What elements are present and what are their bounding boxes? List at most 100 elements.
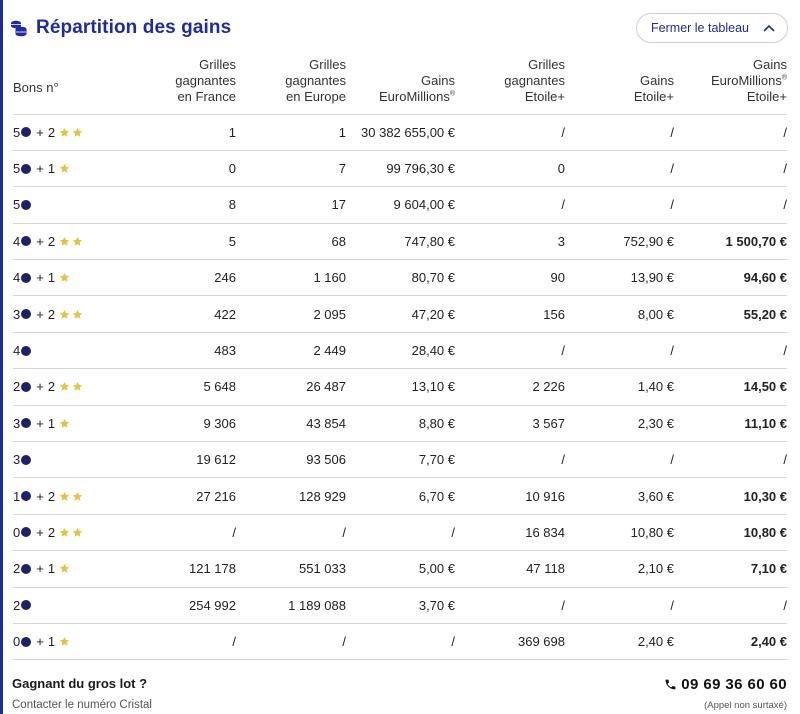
star-icon	[59, 127, 70, 138]
cell-gains-euromillions-etoile: 1 500,70 €	[725, 233, 787, 249]
stars-count: 1	[47, 270, 56, 286]
ball-icon	[21, 345, 32, 356]
stars-count: 1	[47, 561, 56, 577]
table-row: 2 +2 5 648 26 487 13,10 €2 226 1,40 €14,50 €	[13, 369, 787, 406]
combo-cell: 1 +2	[13, 478, 139, 514]
table-row: 2 254 992 1 189 088 3,70 € / / /	[13, 587, 787, 624]
cell-grilles-europe: 1 160	[313, 270, 346, 286]
cell-grilles-france: 0	[228, 161, 236, 177]
stars-count: 2	[47, 488, 56, 504]
stars-count: 1	[47, 161, 56, 177]
combo: 5 +1	[13, 161, 70, 176]
plus-sign: +	[36, 415, 44, 431]
cell-grilles-france: 5 648	[203, 379, 236, 395]
cell-gains-euromillions-etoile: /	[783, 124, 787, 140]
cell-gains-euromillions: 8,80 €	[418, 415, 455, 431]
ball-icon	[21, 381, 32, 392]
cell-grilles-france: /	[232, 634, 236, 650]
plus-sign: +	[36, 561, 44, 577]
combo-cell: 3 +1	[13, 405, 139, 441]
cell-grilles-france: 254 992	[189, 597, 236, 613]
phone-number-link[interactable]: 09 69 36 60 60	[664, 676, 787, 693]
cell-grilles-etoile: 16 834	[525, 524, 565, 540]
ball-icon	[21, 527, 32, 538]
ball-icon	[21, 272, 32, 283]
cell-gains-euromillions-etoile: /	[783, 161, 787, 177]
phone-block: 09 69 36 60 60 (Appel non surtaxé)	[664, 676, 787, 711]
combo: 5 +2	[13, 125, 83, 140]
cell-gains-euromillions-etoile: 2,40 €	[750, 634, 787, 650]
plus-sign: +	[36, 124, 44, 140]
cell-grilles-france: /	[232, 524, 236, 540]
balls-count: 4	[13, 270, 21, 286]
table-row: 3 +1 9 306 43 854 8,80 € 3 567 2,30 € 11,10 €	[13, 405, 787, 442]
cell-grilles-europe: /	[342, 634, 346, 650]
combo-cell: 3 +2	[13, 296, 139, 332]
combo: 2 +2	[13, 379, 83, 394]
cell-gains-euromillions-etoile: /	[783, 343, 787, 359]
combo: 0 +1	[13, 634, 70, 649]
cell-gains-etoile: /	[670, 161, 674, 177]
table-header-row: Bons n° Grilles gagnantes en France Grille…	[13, 54, 787, 114]
star-icon	[59, 236, 70, 247]
cell-gains-euromillions: 13,10 €	[411, 379, 455, 395]
ball-icon	[21, 491, 32, 502]
star-icon	[72, 527, 83, 538]
cell-gains-euromillions-etoile: /	[783, 197, 787, 213]
combo-cell: 2 +2	[13, 369, 139, 405]
cell-grilles-europe: 1	[338, 124, 346, 140]
combo: 2 +1	[13, 561, 70, 576]
close-table-label: Fermer le tableau	[651, 21, 749, 35]
combo: 3	[13, 452, 34, 467]
table-row: 4 +1 246 1 160 80,70 € 90 13,90 € 94,60 €	[13, 260, 787, 296]
cell-grilles-france: 246	[214, 270, 236, 286]
cell-gains-euromillions-etoile: /	[783, 597, 787, 613]
balls-count: 3	[13, 452, 21, 468]
combo: 2	[13, 598, 34, 613]
cell-gains-etoile: 2,10 €	[637, 561, 674, 577]
plus-sign: +	[36, 270, 44, 286]
column-header-gains-etoile: Gains Etoile+	[633, 72, 674, 104]
ball-icon	[21, 600, 32, 611]
cell-grilles-france: 483	[214, 343, 236, 359]
cell-gains-euromillions: 3,70 €	[418, 597, 455, 613]
star-icon	[59, 272, 70, 283]
cell-grilles-etoile: 3 567	[532, 415, 565, 431]
cell-gains-etoile: /	[670, 124, 674, 140]
cell-grilles-france: 5	[228, 233, 236, 249]
table-row: 2 +1 121 178 551 033 5,00 € 47 118 2,10 € 7,10 …	[13, 551, 787, 588]
balls-count: 4	[13, 343, 21, 359]
table-row: 1 +2 27 216 128 929 6,70 € 10 916 3,60 € 10,30 …	[13, 478, 787, 515]
combo-cell: 3	[13, 442, 139, 478]
column-header-grilles-france: Grilles gagnantes en France	[175, 56, 236, 104]
page-title: Répartition des gains	[36, 17, 232, 38]
gains-table: Bons n° Grilles gagnantes en France Grille…	[13, 54, 787, 660]
table-row: 3 19 612 93 506 7,70 € / / /	[13, 442, 787, 478]
star-icon	[72, 127, 83, 138]
cell-gains-euromillions-etoile: 10,30 €	[743, 488, 787, 504]
cell-grilles-europe: 551 033	[299, 561, 346, 577]
cell-grilles-europe: 1 189 088	[288, 597, 346, 613]
cell-gains-euromillions: 47,20 €	[411, 306, 455, 322]
cell-gains-euromillions-etoile: 7,10 €	[750, 561, 787, 577]
close-table-button[interactable]: Fermer le tableau	[636, 13, 788, 43]
cell-gains-euromillions-etoile: /	[783, 452, 787, 468]
cell-gains-euromillions: 6,70 €	[418, 488, 455, 504]
cell-grilles-etoile: 47 118	[526, 561, 565, 577]
star-icon	[59, 527, 70, 538]
star-icon	[59, 636, 70, 647]
phone-number: 09 69 36 60 60	[681, 676, 787, 693]
table-row: 4 +2 5 68 747,80 € 3 752,90 € 1 500,70 €	[13, 223, 787, 260]
star-icon	[72, 236, 83, 247]
cell-gains-euromillions: 30 382 655,00 €	[361, 124, 455, 140]
cell-grilles-europe: 17	[331, 197, 346, 213]
cell-grilles-france: 27 216	[196, 488, 236, 504]
star-icon	[72, 381, 83, 392]
plus-sign: +	[36, 379, 44, 395]
cell-grilles-europe: 2 449	[313, 343, 346, 359]
plus-sign: +	[36, 634, 44, 650]
table-row: 4 483 2 449 28,40 € / / /	[13, 332, 787, 369]
cell-gains-etoile: /	[670, 343, 674, 359]
cell-gains-etoile: 2,30 €	[637, 415, 674, 431]
